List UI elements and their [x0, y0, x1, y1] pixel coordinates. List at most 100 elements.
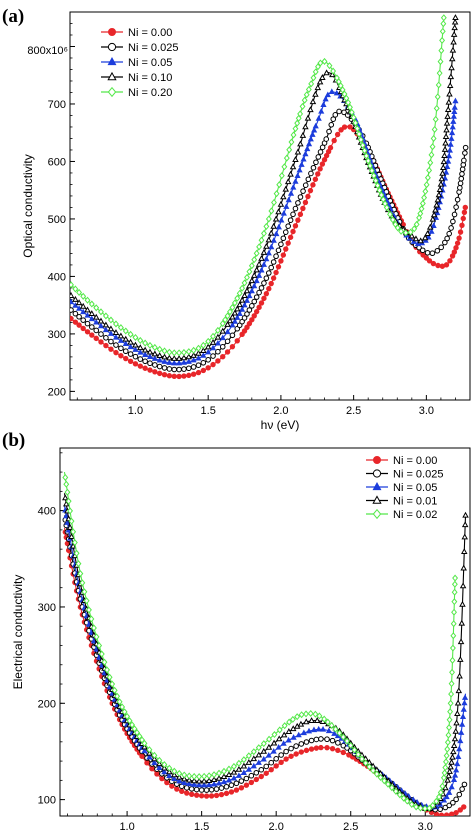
data-point — [190, 777, 198, 784]
data-point — [79, 302, 87, 309]
x-tick-label: 2.0 — [273, 405, 288, 417]
data-point — [255, 260, 263, 267]
x-tick-label: 3.0 — [419, 405, 434, 417]
data-point — [454, 699, 462, 706]
data-point — [340, 733, 347, 741]
y-tick-label: 200 — [38, 698, 56, 710]
data-point — [208, 793, 215, 799]
data-point — [149, 765, 155, 772]
data-point — [265, 215, 272, 223]
data-point — [118, 345, 124, 352]
data-point — [417, 804, 424, 812]
data-point — [222, 316, 229, 324]
x-tick-label: 1.5 — [194, 821, 209, 830]
data-point — [273, 756, 279, 762]
data-point — [98, 650, 105, 658]
data-point — [433, 797, 440, 805]
data-point — [215, 779, 223, 786]
data-point — [437, 58, 444, 66]
data-point — [313, 717, 321, 723]
data-point — [417, 210, 424, 218]
data-point — [280, 193, 287, 200]
data-point — [439, 169, 446, 176]
data-point — [176, 366, 182, 373]
data-point — [121, 708, 128, 716]
data-point — [289, 715, 296, 723]
data-point — [350, 113, 357, 122]
data-point — [256, 289, 262, 296]
data-point — [190, 351, 197, 358]
data-point — [214, 326, 221, 334]
data-point — [151, 343, 158, 351]
data-point — [370, 172, 377, 180]
data-point — [338, 127, 344, 133]
data-point — [411, 225, 418, 233]
data-point — [451, 24, 458, 31]
data-point — [69, 542, 77, 549]
data-point — [117, 324, 124, 332]
data-point — [270, 237, 277, 243]
data-point — [260, 229, 267, 237]
data-point — [458, 175, 465, 182]
data-point — [210, 776, 218, 783]
data-point — [266, 286, 272, 292]
data-point — [423, 181, 430, 189]
data-point — [203, 787, 210, 793]
data-point — [250, 762, 257, 769]
data-point — [443, 169, 450, 175]
data-point — [241, 301, 248, 308]
data-point — [141, 739, 148, 747]
data-point — [300, 155, 307, 162]
data-point — [319, 161, 326, 167]
data-point — [275, 223, 282, 230]
data-point — [270, 748, 277, 754]
data-point — [164, 779, 170, 786]
data-point — [230, 774, 238, 781]
data-point — [200, 367, 207, 374]
data-point — [281, 722, 288, 730]
data-point — [335, 740, 341, 746]
data-point — [448, 783, 455, 790]
data-point — [107, 325, 115, 332]
data-point — [223, 783, 230, 790]
data-point — [142, 358, 148, 365]
series-line — [63, 493, 467, 810]
panel-label: (a) — [2, 6, 24, 27]
data-point — [357, 136, 364, 144]
data-point — [268, 243, 275, 250]
data-point — [151, 751, 158, 759]
plot-frame — [59, 447, 471, 817]
data-point — [275, 743, 282, 750]
data-point — [249, 317, 255, 323]
data-point — [434, 93, 441, 101]
data-point — [132, 346, 139, 352]
data-point — [394, 224, 401, 232]
data-point — [290, 131, 297, 139]
data-point — [275, 264, 282, 270]
x-tick-label: 2.0 — [269, 821, 284, 830]
data-point — [308, 737, 315, 744]
data-point — [322, 95, 329, 102]
data-point — [113, 320, 119, 328]
data-point — [171, 775, 178, 782]
data-point — [176, 769, 183, 777]
data-point — [248, 262, 255, 270]
data-point — [293, 743, 299, 749]
data-point — [439, 782, 446, 790]
data-point — [122, 340, 129, 347]
legend-item: Ni = 0.02 — [366, 508, 437, 521]
data-point — [461, 699, 468, 706]
data-point — [438, 47, 445, 55]
data-point — [417, 237, 424, 244]
data-point — [186, 780, 193, 787]
data-point — [442, 784, 449, 791]
data-point — [275, 208, 282, 215]
data-point — [166, 764, 173, 772]
data-point — [448, 690, 455, 698]
data-point — [71, 539, 78, 547]
data-point — [303, 747, 310, 754]
legend-marker — [107, 57, 117, 66]
data-point — [449, 668, 456, 676]
data-point — [278, 258, 284, 264]
data-point — [261, 295, 267, 302]
